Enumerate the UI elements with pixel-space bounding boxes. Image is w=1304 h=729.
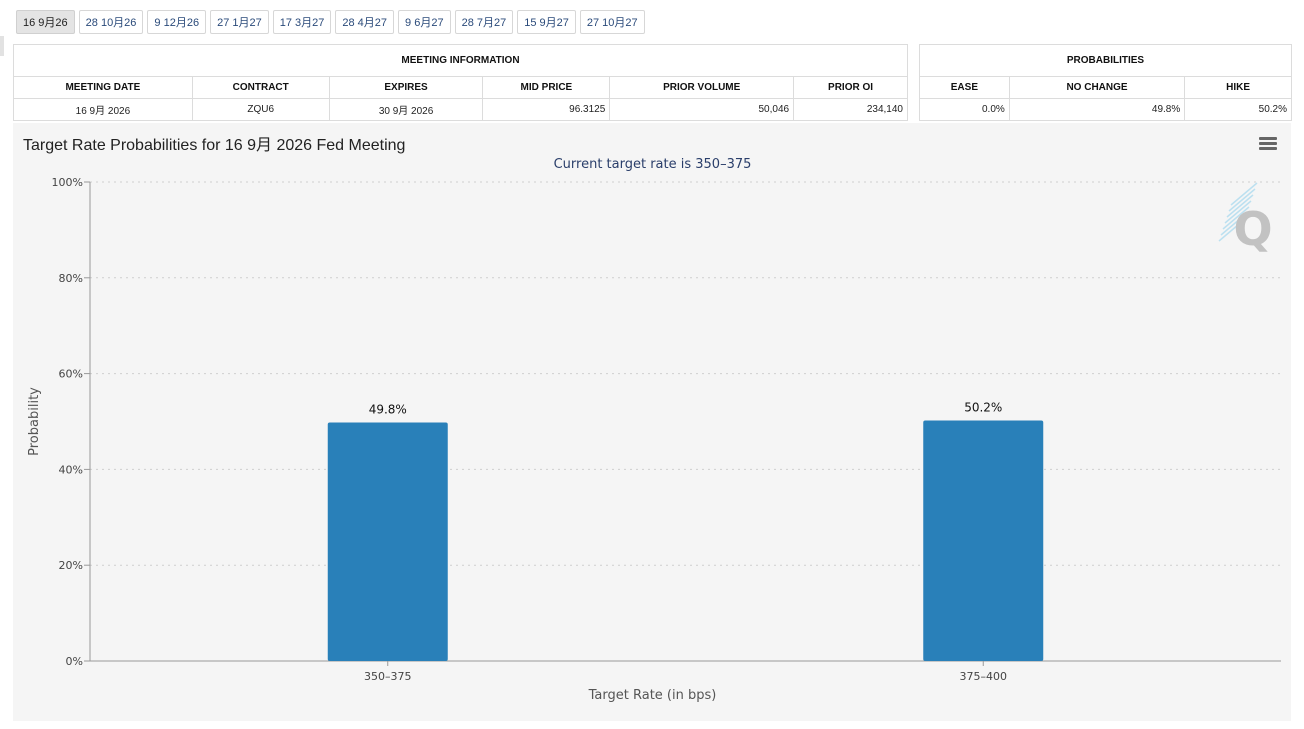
y-tick-label: 20% [59, 559, 83, 572]
x-tick-label-1: 375–400 [960, 670, 1008, 683]
prior-oi-value: 234,140 [793, 98, 908, 121]
probabilities-group-title: PROBABILITIES [919, 44, 1292, 77]
col-prior-oi: PRIOR OI [793, 76, 908, 99]
tab-meeting-6[interactable]: 9 6月27 [398, 10, 451, 34]
bar-1 [923, 420, 1044, 661]
contract-value: ZQU6 [191, 98, 330, 121]
y-tick-label: 80% [59, 272, 83, 285]
bar-0 [327, 422, 448, 661]
tab-meeting-7[interactable]: 28 7月27 [454, 10, 514, 34]
col-prior-volume: PRIOR VOLUME [609, 76, 795, 99]
svg-text:Q: Q [1233, 202, 1272, 256]
y-tick-label: 60% [59, 368, 83, 381]
ease-value: 0.0% [919, 98, 1010, 121]
tab-meeting-8[interactable]: 15 9月27 [517, 10, 576, 34]
tab-meeting-5[interactable]: 28 4月27 [335, 10, 395, 34]
y-tick-label: 40% [59, 463, 83, 476]
hike-value: 50.2% [1184, 98, 1292, 121]
table-row: 16 9月 2026 ZQU6 30 9月 2026 96.3125 50,04… [13, 98, 908, 121]
tab-meeting-9[interactable]: 27 10月27 [579, 10, 645, 34]
col-expires: EXPIRES [328, 76, 484, 99]
chart-title: Target Rate Probabilities for 16 9月 2026… [23, 137, 406, 154]
watermark-logo-icon: Q [1218, 182, 1273, 256]
col-ease: EASE [919, 76, 1010, 99]
probabilities-table: PROBABILITIES EASE NO CHANGE HIKE 0.0% 4… [919, 44, 1292, 121]
y-tick-label: 0% [66, 655, 83, 668]
tab-meeting-3[interactable]: 27 1月27 [210, 10, 269, 34]
x-axis-title: Target Rate (in bps) [588, 688, 717, 703]
col-contract: CONTRACT [191, 76, 330, 99]
col-no-change: NO CHANGE [1008, 76, 1186, 99]
prior-volume-value: 50,046 [609, 98, 795, 121]
col-meeting-date: MEETING DATE [13, 76, 193, 99]
side-edge-tab[interactable] [0, 36, 4, 56]
meeting-tabs: 16 9月26 28 10月26 9 12月26 27 1月27 17 3月27 28 4… [16, 10, 645, 34]
probability-bar-chart: Current target rate is 350–375 0% 20% 40% 60… [27, 157, 1281, 703]
tab-meeting-1[interactable]: 28 10月26 [78, 10, 144, 34]
meeting-info-group-title: MEETING INFORMATION [13, 44, 908, 77]
chart-panel: Target Rate Probabilities for 16 9月 2026… [13, 123, 1291, 721]
expires-value: 30 9月 2026 [328, 98, 484, 121]
data-label-0: 49.8% [369, 402, 407, 416]
chart-menu-icon[interactable] [1259, 137, 1277, 151]
table-row: 0.0% 49.8% 50.2% [919, 98, 1292, 121]
col-hike: HIKE [1184, 76, 1292, 99]
tab-meeting-2[interactable]: 9 12月26 [147, 10, 207, 34]
y-tick-label: 100% [52, 176, 83, 189]
y-axis-title: Probability [27, 387, 42, 456]
tab-meeting-0[interactable]: 16 9月26 [16, 10, 75, 34]
data-label-1: 50.2% [964, 401, 1002, 415]
col-mid-price: MID PRICE [482, 76, 611, 99]
mid-price-value: 96.3125 [482, 98, 611, 121]
tab-meeting-4[interactable]: 17 3月27 [272, 10, 332, 34]
no-change-value: 49.8% [1008, 98, 1186, 121]
meeting-information-table: MEETING INFORMATION MEETING DATE CONTRAC… [13, 44, 908, 121]
x-tick-label-0: 350–375 [364, 670, 412, 683]
meeting-date-value: 16 9月 2026 [13, 98, 193, 121]
chart-subtitle: Current target rate is 350–375 [554, 157, 752, 172]
